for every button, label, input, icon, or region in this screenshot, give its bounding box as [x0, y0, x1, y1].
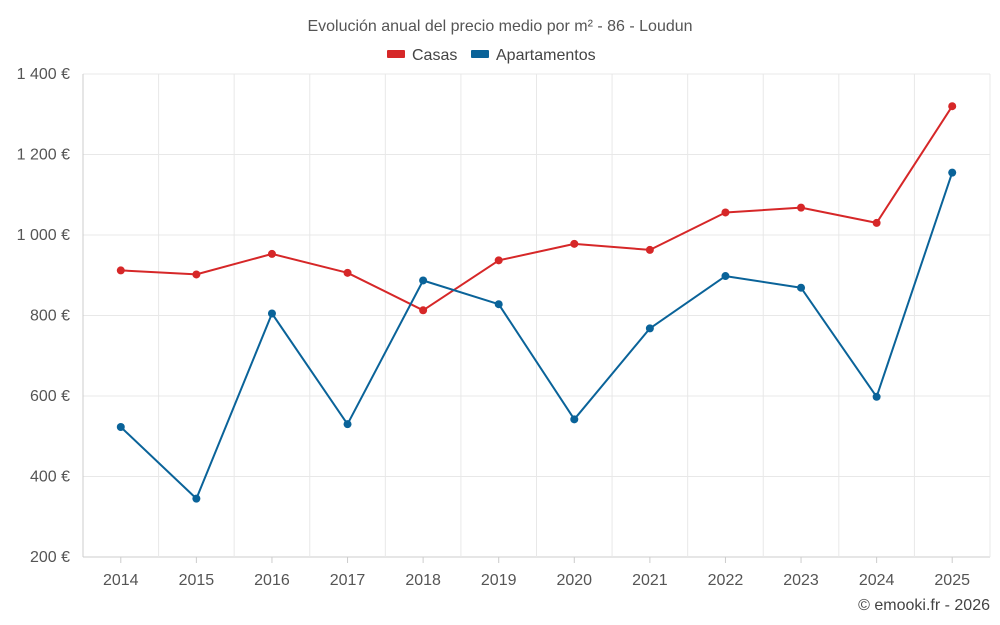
- data-point-casas[interactable]: [948, 102, 957, 111]
- x-tick-label: 2024: [859, 572, 895, 589]
- chart-title: Evolución anual del precio medio por m² …: [307, 18, 692, 35]
- data-point-casas[interactable]: [192, 270, 201, 279]
- y-tick-label: 600 €: [30, 388, 70, 405]
- y-axis-ticks: 200 € 400 € 600 € 800 € 1 000 € 1 200 € 1 400 …: [17, 66, 70, 566]
- data-point-apartamentos[interactable]: [494, 300, 503, 309]
- data-point-apartamentos[interactable]: [192, 494, 201, 503]
- data-point-apartamentos[interactable]: [343, 420, 352, 429]
- legend-label-casas[interactable]: Casas: [412, 47, 457, 64]
- x-tick-label: 2020: [556, 572, 592, 589]
- y-tick-label: 1 400 €: [17, 66, 70, 83]
- legend-swatch-casas[interactable]: [387, 50, 405, 58]
- data-point-casas[interactable]: [721, 208, 730, 217]
- legend-swatch-apartamentos[interactable]: [471, 50, 489, 58]
- data-point-casas[interactable]: [267, 249, 276, 258]
- data-point-casas[interactable]: [570, 239, 579, 248]
- x-tick-label: 2018: [405, 572, 441, 589]
- data-point-apartamentos[interactable]: [419, 276, 428, 285]
- data-point-casas[interactable]: [343, 268, 352, 277]
- data-point-apartamentos[interactable]: [721, 272, 730, 281]
- data-point-apartamentos[interactable]: [872, 392, 881, 401]
- data-point-apartamentos[interactable]: [645, 324, 654, 333]
- data-point-apartamentos[interactable]: [570, 415, 579, 424]
- data-point-apartamentos[interactable]: [267, 309, 276, 318]
- x-tick-label: 2016: [254, 572, 290, 589]
- y-tick-label: 1 000 €: [17, 227, 70, 244]
- x-tick-label: 2021: [632, 572, 668, 589]
- x-tick-label: 2015: [179, 572, 215, 589]
- data-point-casas[interactable]: [872, 218, 881, 227]
- legend: Casas Apartamentos: [387, 47, 596, 64]
- series-line-casas: [120, 105, 954, 312]
- data-point-casas[interactable]: [419, 306, 428, 315]
- x-axis-ticks: 2014 2015 2016 2017 2018 2019 2020 2021 2022 2023…: [103, 557, 970, 589]
- data-point-apartamentos[interactable]: [116, 422, 125, 431]
- data-point-casas[interactable]: [116, 266, 125, 275]
- series: [116, 102, 957, 503]
- x-tick-label: 2025: [934, 572, 970, 589]
- data-point-casas[interactable]: [494, 256, 503, 265]
- data-point-apartamentos[interactable]: [797, 283, 806, 292]
- data-point-apartamentos[interactable]: [948, 168, 957, 177]
- credit-text: © emooki.fr - 2026: [858, 597, 990, 614]
- x-tick-label: 2023: [783, 572, 819, 589]
- legend-label-apartamentos[interactable]: Apartamentos: [496, 47, 596, 64]
- x-tick-label: 2022: [708, 572, 744, 589]
- data-point-casas[interactable]: [797, 203, 806, 212]
- grid: [82, 73, 991, 558]
- y-tick-label: 200 €: [30, 549, 70, 566]
- x-tick-label: 2017: [330, 572, 366, 589]
- y-tick-label: 800 €: [30, 308, 70, 325]
- data-point-casas[interactable]: [645, 245, 654, 254]
- y-tick-label: 400 €: [30, 469, 70, 486]
- y-tick-label: 1 200 €: [17, 147, 70, 164]
- x-tick-label: 2014: [103, 572, 139, 589]
- x-tick-label: 2019: [481, 572, 517, 589]
- series-line-apartamentos: [120, 172, 954, 500]
